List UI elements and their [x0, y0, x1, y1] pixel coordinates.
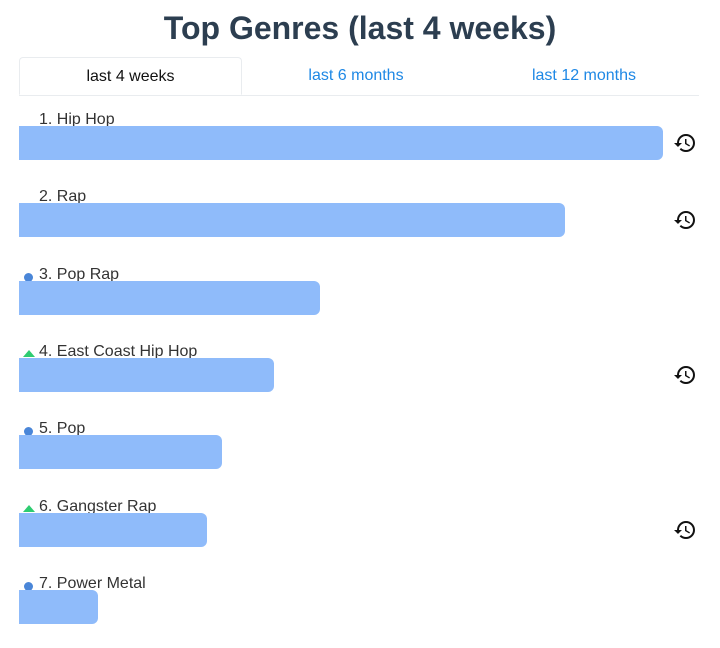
genre-label: 3. Pop Rap: [39, 265, 120, 283]
history-icon[interactable]: [673, 131, 697, 155]
new-entry-dot-icon: [24, 427, 33, 437]
genre-bar: [19, 589, 98, 624]
history-icon[interactable]: [673, 518, 697, 542]
genre-row: 3. Pop Rap: [0, 266, 720, 336]
genre-row: 1. Hip Hop: [0, 111, 720, 181]
genre-row: 5. Pop: [0, 420, 720, 490]
genre-bar: [19, 126, 663, 160]
page-title: Top Genres (last 4 weeks): [163, 10, 557, 46]
new-entry-dot-icon: [24, 581, 33, 591]
genre-row: 4. East Coast Hip Hop: [0, 343, 720, 413]
tab-last-6-months[interactable]: last 6 months: [308, 67, 404, 84]
rank-up-arrow-icon: [23, 504, 35, 512]
genre-bar: [19, 357, 274, 392]
rank-up-arrow-icon: [23, 349, 35, 357]
genre-label: 7. Power Metal: [39, 574, 146, 592]
time-range-tabs: last 4 weeks last 6 months last 12 month…: [19, 57, 699, 96]
genre-label: 2. Rap: [39, 188, 87, 206]
history-icon[interactable]: [673, 208, 697, 232]
genre-bar: [19, 203, 565, 238]
history-icon[interactable]: [673, 363, 697, 387]
genre-label: 6. Gangster Rap: [39, 497, 157, 515]
genre-label: 4. East Coast Hip Hop: [39, 342, 198, 360]
genre-bar: [19, 435, 222, 470]
tab-last-12-months[interactable]: last 12 months: [531, 67, 637, 84]
genre-row: 2. Rap: [0, 188, 720, 258]
tab-last-4-weeks[interactable]: last 4 weeks: [19, 57, 242, 95]
genre-row: 6. Gangster Rap: [0, 498, 720, 568]
genre-bar: [19, 280, 320, 315]
genre-bar: [19, 512, 207, 547]
genre-row: 7. Power Metal: [0, 575, 720, 645]
new-entry-dot-icon: [24, 272, 33, 282]
genre-label: 5. Pop: [39, 420, 86, 438]
genre-label: 1. Hip Hop: [39, 111, 115, 128]
